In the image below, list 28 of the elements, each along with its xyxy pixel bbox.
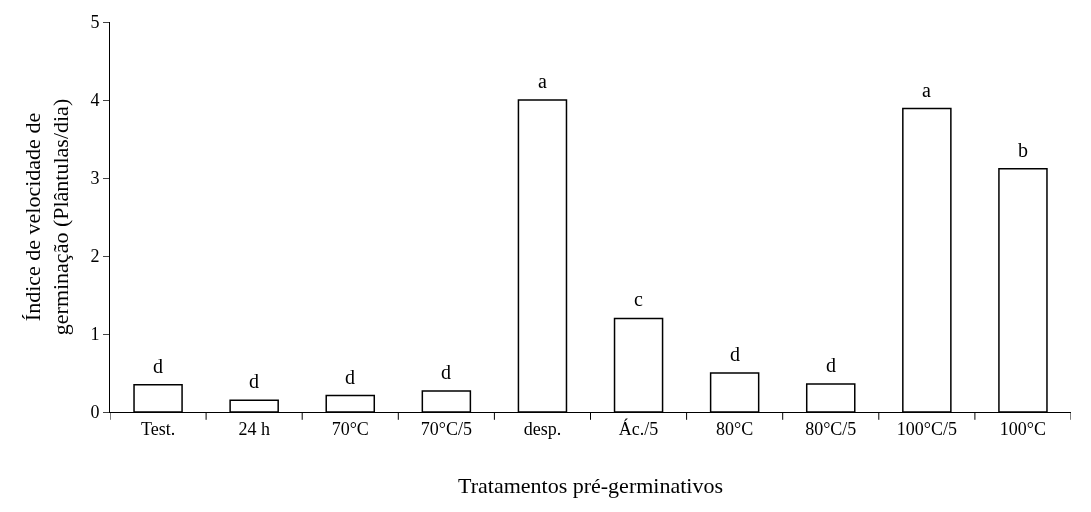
annotation: d	[153, 355, 163, 377]
annotation: d	[730, 343, 740, 365]
y-tick-label: 4	[90, 90, 100, 111]
x-tick-label: 70°C/5	[420, 418, 472, 439]
x-tick-label: desp.	[523, 418, 562, 439]
y-tick-label: 0	[90, 402, 100, 423]
annotation: d	[249, 370, 259, 392]
y-tick-label: 2	[90, 246, 100, 267]
annotation: b	[1018, 139, 1028, 161]
x-tick-label: Ác./5	[618, 417, 659, 439]
annotation: c	[634, 288, 643, 310]
x-tick-label: 24 h	[238, 418, 270, 439]
y-tick-label: 3	[90, 168, 100, 189]
y-tick-label: 1	[90, 324, 100, 345]
annotation: a	[922, 79, 931, 101]
x-tick-label: 70°C	[331, 418, 369, 439]
x-tick-label: 80°C/5	[805, 418, 857, 439]
annotation: d	[345, 366, 355, 388]
x-tick-label: 80°C	[716, 418, 754, 439]
x-axis-title: Tratamentos pré-germinativos	[458, 473, 723, 499]
annotation: d	[826, 354, 836, 376]
annotation: a	[538, 70, 547, 92]
x-tick-label: Test.	[140, 418, 176, 439]
y-axis-title: Índice de velocidade de germinação (Plântulas/dia)	[19, 98, 74, 336]
x-tick-label: 100°C	[999, 418, 1047, 439]
annotation: d	[441, 361, 451, 383]
y-tick-label: 5	[90, 12, 100, 33]
x-tick-label: 100°C/5	[896, 418, 957, 439]
